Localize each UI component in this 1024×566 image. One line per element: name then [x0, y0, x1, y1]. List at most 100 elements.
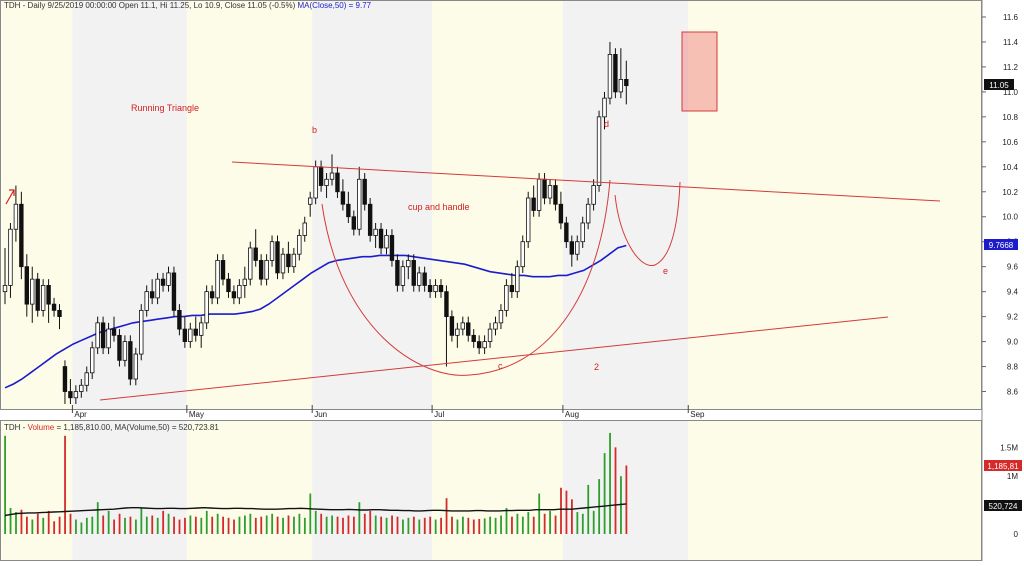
volume-bar [80, 522, 83, 534]
volume-bar [140, 508, 143, 534]
volume-bar [451, 516, 453, 534]
ma-price-badge: 9.7668 [984, 239, 1018, 250]
candle [547, 179, 553, 205]
volume-bar [309, 493, 312, 534]
volume-bar [331, 515, 333, 534]
volume-bar [20, 509, 23, 534]
candle [400, 260, 406, 292]
volume-bar [64, 435, 66, 534]
y-tick-label: 10.0 [1002, 213, 1018, 222]
candle [226, 272, 231, 298]
arrow-icon [5, 189, 15, 205]
volume-bar [314, 510, 317, 534]
candle [24, 254, 29, 317]
x-tick-label: May [189, 410, 204, 419]
candle [378, 222, 384, 255]
volume-bar [254, 517, 257, 534]
candle [466, 316, 471, 342]
y-tick-label: 11.4 [1003, 38, 1019, 47]
volume-bar [233, 519, 235, 534]
volume-bar [4, 435, 6, 534]
volume-bar [494, 517, 497, 534]
volume-bar [151, 515, 154, 534]
month-band [432, 421, 563, 560]
candle [580, 216, 585, 248]
candle [188, 322, 193, 348]
volume-bar [467, 517, 470, 534]
candle [493, 316, 498, 336]
volume-bar [609, 432, 611, 534]
volume-bar [500, 515, 502, 534]
month-band [562, 1, 689, 409]
candle [40, 279, 46, 317]
volume-bar [532, 516, 535, 534]
candle [160, 272, 166, 292]
candle [111, 316, 117, 342]
month-band [186, 1, 313, 409]
x-tick-label: Apr [74, 410, 87, 419]
y-tick-label: 11.0 [1003, 88, 1019, 97]
candle [177, 304, 182, 336]
volume-bar [298, 513, 301, 534]
volume-bar [178, 519, 181, 534]
month-band [72, 421, 187, 560]
y-tick-label: 8.8 [1007, 363, 1019, 372]
candle [449, 310, 455, 342]
candle [324, 173, 329, 199]
volume-bar [560, 487, 562, 534]
candle [19, 191, 24, 280]
volume-bar [342, 517, 344, 534]
volume-bar [200, 517, 203, 534]
month-band [688, 1, 981, 409]
volume-bar [75, 519, 77, 534]
volume-bar [434, 519, 437, 534]
volume-bar [516, 513, 519, 534]
candle [471, 329, 476, 348]
volume-title: TDH - Volume = 1,185,810.00, MA(Volume,5… [4, 423, 219, 432]
volume-bar [26, 516, 28, 534]
candle [139, 304, 144, 361]
candle [68, 379, 73, 405]
candle [204, 285, 209, 330]
candle [269, 235, 275, 267]
volume-bar [15, 512, 17, 534]
candle [62, 360, 68, 405]
candle [367, 198, 373, 242]
candle [384, 229, 389, 255]
volume-bar [407, 517, 410, 534]
candle [585, 198, 591, 230]
candle [307, 191, 313, 217]
candle [416, 266, 422, 292]
volume-bar [587, 484, 590, 534]
volume-bar [369, 510, 372, 534]
y-tick-label: 10.2 [1002, 188, 1018, 197]
candle [613, 48, 618, 99]
volume-tick-label: 1M [1007, 472, 1018, 481]
x-tick-label: Sep [690, 410, 705, 419]
volume-bar [576, 512, 579, 534]
candle [171, 266, 177, 317]
label-d: d [604, 119, 609, 129]
candle [526, 191, 531, 248]
svg-text:9.7668: 9.7668 [989, 241, 1014, 250]
volume-bar [565, 490, 568, 534]
volume-tick-label: 1.5M [1000, 443, 1018, 452]
volume-bar [391, 515, 393, 534]
candle [302, 216, 307, 242]
candle [84, 366, 89, 392]
volume-bar [347, 515, 350, 534]
month-band [312, 421, 433, 560]
candle [482, 335, 487, 355]
candle [291, 247, 297, 273]
volume-bar [36, 513, 39, 534]
candle [133, 347, 138, 386]
candle [122, 335, 128, 367]
candle [155, 272, 160, 305]
volume-bar [456, 519, 459, 534]
month-band [186, 421, 313, 560]
candle [275, 235, 280, 280]
candle [128, 335, 133, 386]
month-band [1, 1, 73, 409]
candle [30, 266, 35, 323]
